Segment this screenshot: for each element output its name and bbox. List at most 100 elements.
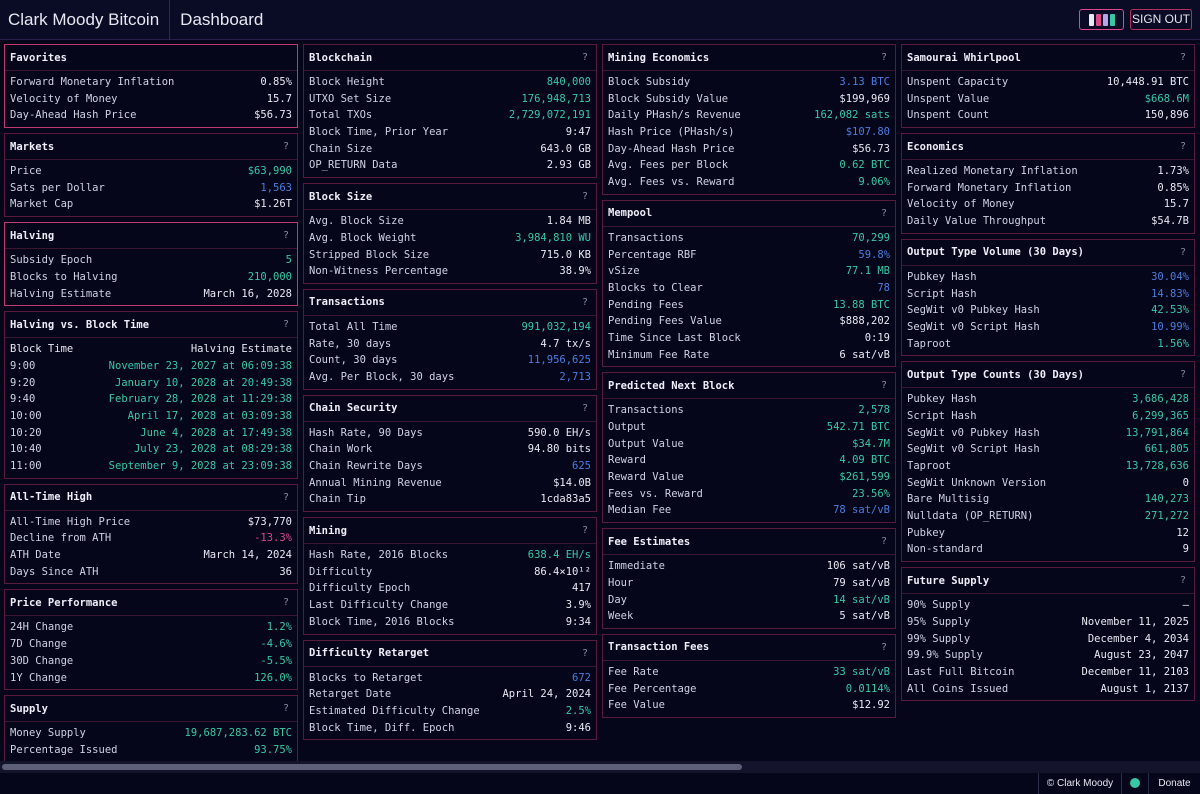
metric-row[interactable]: Daily Value Throughput $54.7B xyxy=(907,213,1189,230)
metric-row[interactable]: Block Subsidy Value $199,969 xyxy=(608,91,890,108)
metric-row[interactable]: Market Cap $1.26T xyxy=(10,196,292,213)
metric-row[interactable]: SegWit Unknown Version 0 xyxy=(907,475,1189,492)
metric-row[interactable]: ATH Date March 14, 2024 xyxy=(10,547,292,564)
metric-row[interactable]: Daily PHash/s Revenue 162,082 sats xyxy=(608,107,890,124)
metric-row[interactable]: SegWit v0 Script Hash 10.99% xyxy=(907,319,1189,336)
metric-row[interactable]: Reward 4.09 BTC xyxy=(608,452,890,469)
table-row[interactable]: 10:40 July 23, 2028 at 08:29:38 xyxy=(10,441,292,458)
help-icon[interactable]: ? xyxy=(1179,575,1186,587)
metric-row[interactable]: Taproot 13,728,636 xyxy=(907,458,1189,475)
metric-row[interactable]: Fee Value $12.92 xyxy=(608,697,890,714)
help-icon[interactable]: ? xyxy=(282,319,289,331)
metric-row[interactable]: Fee Rate 33 sat/vB xyxy=(608,664,890,681)
metric-row[interactable]: Hash Rate, 90 Days 590.0 EH/s xyxy=(309,425,591,442)
metric-row[interactable]: 30D Change -5.5% xyxy=(10,653,292,670)
metric-row[interactable]: 95% Supply November 11, 2025 xyxy=(907,614,1189,631)
metric-row[interactable]: Pubkey Hash 3,686,428 xyxy=(907,391,1189,408)
help-icon[interactable]: ? xyxy=(880,641,887,653)
metric-row[interactable]: Script Hash 14.83% xyxy=(907,286,1189,303)
help-icon[interactable]: ? xyxy=(1179,52,1186,63)
metric-row[interactable]: UTXO Set Size 176,948,713 xyxy=(309,91,591,108)
metric-row[interactable]: Avg. Fees per Block 0.62 BTC xyxy=(608,157,890,174)
metric-row[interactable]: Difficulty 86.4×10¹² xyxy=(309,564,591,581)
metric-row[interactable]: Reward Value $261,599 xyxy=(608,469,890,486)
table-row[interactable]: 10:00 April 17, 2028 at 03:09:38 xyxy=(10,408,292,425)
help-icon[interactable]: ? xyxy=(880,380,887,392)
metric-row[interactable]: Bare Multisig 140,273 xyxy=(907,491,1189,508)
table-row[interactable]: 9:00 November 23, 2027 at 06:09:38 xyxy=(10,358,292,375)
metric-row[interactable]: Transactions 70,299 xyxy=(608,230,890,247)
metric-row[interactable]: Total All Time 991,032,194 xyxy=(309,319,591,336)
table-row[interactable]: 9:40 February 28, 2028 at 11:29:38 xyxy=(10,391,292,408)
metric-row[interactable]: Retarget Date April 24, 2024 xyxy=(309,686,591,703)
metric-row[interactable]: 99% Supply December 4, 2034 xyxy=(907,631,1189,648)
metric-row[interactable]: Pending Fees Value $888,202 xyxy=(608,313,890,330)
metric-row[interactable]: Last Difficulty Change 3.9% xyxy=(309,597,591,614)
metric-row[interactable]: Count, 30 days 11,956,625 xyxy=(309,352,591,369)
metric-row[interactable]: Avg. Block Weight 3,984,810 WU xyxy=(309,230,591,247)
metric-row[interactable]: Forward Monetary Inflation 0.85% xyxy=(10,74,292,91)
metric-row[interactable]: Subsidy Epoch 5 xyxy=(10,252,292,269)
metric-row[interactable]: Velocity of Money 15.7 xyxy=(907,196,1189,213)
help-icon[interactable]: ? xyxy=(581,525,588,537)
help-icon[interactable]: ? xyxy=(581,191,588,203)
metric-row[interactable]: Fees vs. Reward 23.56% xyxy=(608,486,890,503)
metric-row[interactable]: All Coins Issued August 1, 2137 xyxy=(907,681,1189,698)
brand-title[interactable]: Clark Moody Bitcoin xyxy=(0,0,171,40)
metric-row[interactable]: Money Supply 19,687,283.62 BTC xyxy=(10,725,292,742)
metric-row[interactable]: Fee Percentage 0.0114% xyxy=(608,681,890,698)
metric-row[interactable]: 99.9% Supply August 23, 2047 xyxy=(907,647,1189,664)
metric-row[interactable]: Immediate 106 sat/vB xyxy=(608,558,890,575)
help-icon[interactable]: ? xyxy=(1179,141,1186,153)
help-icon[interactable]: ? xyxy=(880,207,887,219)
metric-row[interactable]: Day-Ahead Hash Price $56.73 xyxy=(10,107,292,124)
metric-row[interactable]: Nulldata (OP_RETURN) 271,272 xyxy=(907,508,1189,525)
metric-row[interactable]: Week 5 sat/vB xyxy=(608,608,890,625)
metric-row[interactable]: Hash Price (PHash/s) $107.80 xyxy=(608,124,890,141)
metric-row[interactable]: Unspent Value $668.6M xyxy=(907,91,1189,108)
metric-row[interactable]: Taproot 1.56% xyxy=(907,336,1189,353)
metric-row[interactable]: 24H Change 1.2% xyxy=(10,619,292,636)
metric-row[interactable]: Chain Size 643.0 GB xyxy=(309,141,591,158)
metric-row[interactable]: Pubkey Hash 30.04% xyxy=(907,269,1189,286)
help-icon[interactable]: ? xyxy=(581,402,588,414)
metric-row[interactable]: Rate, 30 days 4.7 tx/s xyxy=(309,336,591,353)
metric-row[interactable]: Percentage RBF 59.8% xyxy=(608,247,890,264)
metric-row[interactable]: Percentage Issued 93.75% xyxy=(10,742,292,759)
credit-link[interactable]: © Clark Moody xyxy=(1038,773,1121,794)
help-icon[interactable]: ? xyxy=(880,536,887,548)
metric-row[interactable]: Avg. Per Block, 30 days 2,713 xyxy=(309,369,591,386)
table-row[interactable]: 11:00 September 9, 2028 at 23:09:38 xyxy=(10,458,292,475)
metric-row[interactable]: Avg. Fees vs. Reward 9.06% xyxy=(608,174,890,191)
metric-row[interactable]: Transactions 2,578 xyxy=(608,402,890,419)
metric-row[interactable]: Price $63,990 xyxy=(10,163,292,180)
help-icon[interactable]: ? xyxy=(581,52,588,63)
metric-row[interactable]: 7D Change -4.6% xyxy=(10,636,292,653)
metric-row[interactable]: Sats per Dollar 1,563 xyxy=(10,180,292,197)
metric-row[interactable]: Unspent Count 150,896 xyxy=(907,107,1189,124)
metric-row[interactable]: Total TXOs 2,729,072,191 xyxy=(309,107,591,124)
metric-row[interactable]: SegWit v0 Pubkey Hash 42.53% xyxy=(907,302,1189,319)
metric-row[interactable]: Realized Monetary Inflation 1.73% xyxy=(907,163,1189,180)
metric-row[interactable]: Time Since Last Block 0:19 xyxy=(608,330,890,347)
metric-row[interactable]: Stripped Block Size 715.0 KB xyxy=(309,247,591,264)
metric-row[interactable]: Block Time, Diff. Epoch 9:46 xyxy=(309,720,591,737)
metric-row[interactable]: Output 542.71 BTC xyxy=(608,419,890,436)
metric-row[interactable]: Block Time, 2016 Blocks 9:34 xyxy=(309,614,591,631)
metric-row[interactable]: OP_RETURN Data 2.93 GB xyxy=(309,157,591,174)
metric-row[interactable]: Velocity of Money 15.7 xyxy=(10,91,292,108)
metric-row[interactable]: Days Since ATH 36 xyxy=(10,564,292,581)
help-icon[interactable]: ? xyxy=(282,597,289,609)
metric-row[interactable]: Halving Estimate March 16, 2028 xyxy=(10,286,292,303)
metric-row[interactable]: Minimum Fee Rate 6 sat/vB xyxy=(608,347,890,364)
help-icon[interactable]: ? xyxy=(282,230,289,242)
metric-row[interactable]: Difficulty Epoch 417 xyxy=(309,580,591,597)
metric-row[interactable]: Day-Ahead Hash Price $56.73 xyxy=(608,141,890,158)
table-row[interactable]: 10:20 June 4, 2028 at 17:49:38 xyxy=(10,425,292,442)
donate-link[interactable]: Donate xyxy=(1148,773,1200,794)
metric-row[interactable]: 90% Supply – xyxy=(907,597,1189,614)
table-row[interactable]: 9:20 January 10, 2028 at 20:49:38 xyxy=(10,375,292,392)
scrollbar-thumb[interactable] xyxy=(2,764,742,770)
metric-row[interactable]: Median Fee 78 sat/vB xyxy=(608,502,890,519)
metric-row[interactable]: All-Time High Price $73,770 xyxy=(10,514,292,531)
